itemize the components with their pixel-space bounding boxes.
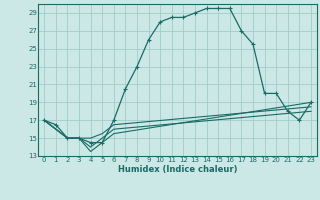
- X-axis label: Humidex (Indice chaleur): Humidex (Indice chaleur): [118, 165, 237, 174]
